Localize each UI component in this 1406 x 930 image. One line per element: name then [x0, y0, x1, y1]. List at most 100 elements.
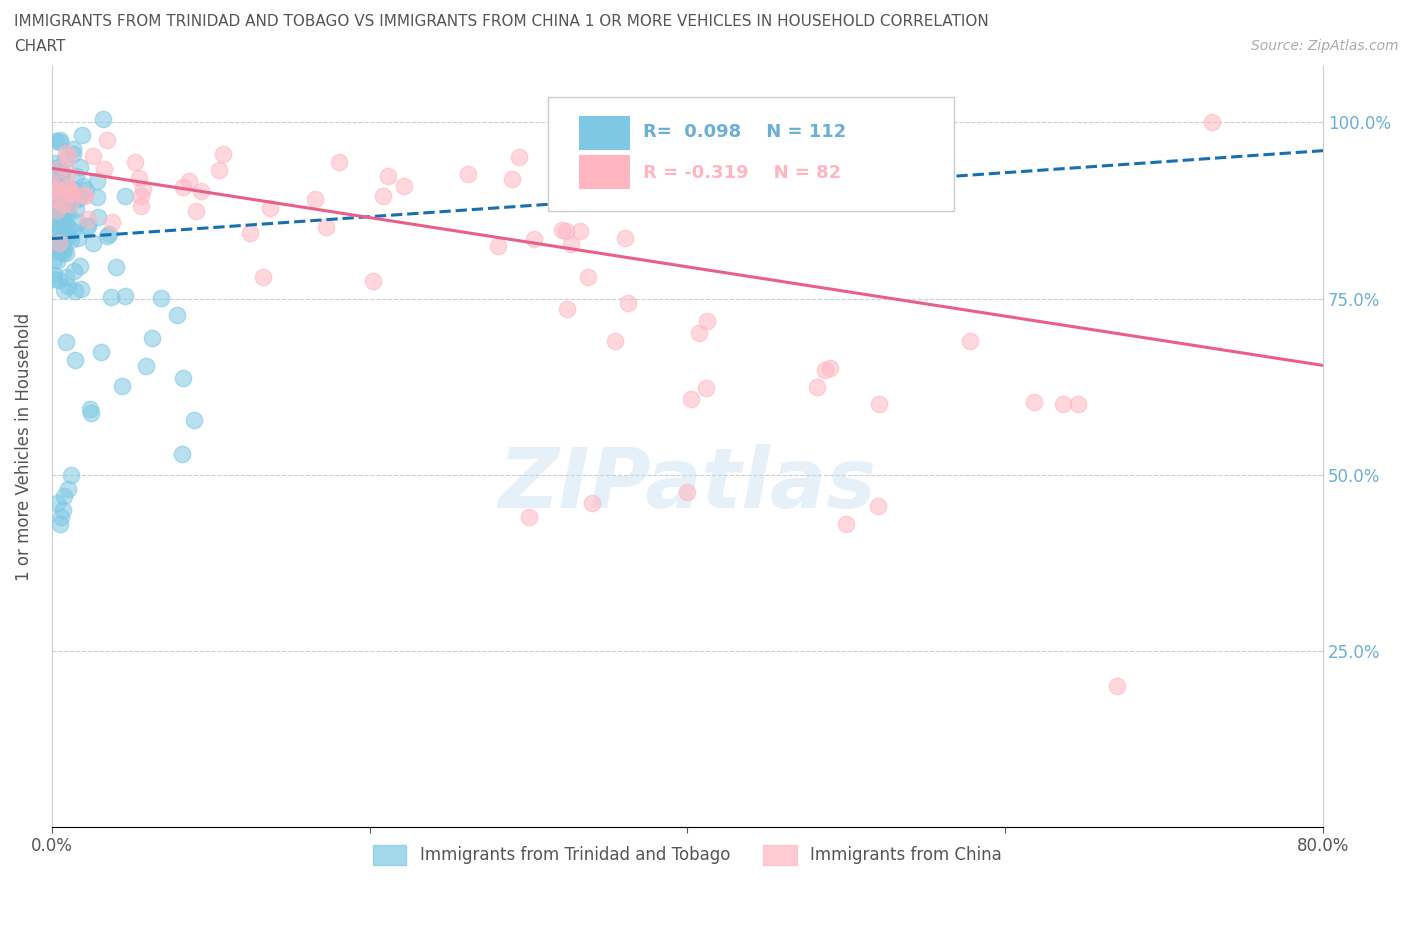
Point	[55, 203, 77, 218]
Point	[696, 313, 718, 328]
Point	[65, 284, 87, 299]
Point	[42, 198, 65, 213]
Point	[52, 187, 75, 202]
Point	[239, 225, 262, 240]
Point	[1022, 395, 1045, 410]
Point	[60, 186, 83, 201]
Point	[695, 380, 717, 395]
Point	[361, 273, 384, 288]
Point	[46, 207, 69, 222]
Point	[128, 171, 150, 186]
Point	[42, 183, 65, 198]
Point	[69, 189, 91, 204]
Point	[53, 152, 76, 166]
Point	[62, 146, 84, 161]
Point	[373, 189, 395, 204]
Point	[69, 259, 91, 273]
FancyBboxPatch shape	[547, 97, 955, 211]
Point	[97, 227, 120, 242]
Point	[551, 222, 574, 237]
Point	[65, 201, 87, 216]
Point	[517, 510, 540, 525]
Point	[52, 200, 75, 215]
Point	[86, 174, 108, 189]
Point	[49, 219, 72, 233]
Point	[72, 179, 94, 193]
Point	[613, 231, 636, 246]
Point	[806, 380, 828, 395]
Point	[132, 181, 155, 196]
Point	[53, 177, 76, 192]
Point	[48, 272, 70, 287]
Point	[100, 289, 122, 304]
Point	[52, 502, 75, 517]
Point	[55, 334, 77, 349]
Point	[581, 496, 603, 511]
Point	[96, 229, 118, 244]
Point	[52, 246, 75, 260]
Point	[114, 189, 136, 204]
Point	[82, 149, 104, 164]
Point	[166, 308, 188, 323]
Point	[149, 291, 172, 306]
Point	[79, 402, 101, 417]
Point	[58, 196, 80, 211]
Point	[501, 171, 523, 186]
Point	[45, 186, 67, 201]
Point	[49, 183, 72, 198]
Point	[52, 209, 75, 224]
Point	[1052, 397, 1074, 412]
Point	[814, 363, 837, 378]
Point	[48, 235, 70, 250]
Point	[184, 204, 207, 219]
Point	[66, 192, 89, 206]
Point	[52, 197, 75, 212]
Text: CHART: CHART	[14, 39, 66, 54]
Point	[77, 211, 100, 226]
Point	[304, 191, 326, 206]
Point	[104, 259, 127, 274]
Point	[56, 150, 79, 165]
Point	[51, 229, 73, 244]
Point	[42, 236, 65, 251]
Point	[58, 221, 80, 236]
Point	[53, 194, 76, 209]
Point	[48, 516, 70, 531]
Point	[58, 229, 80, 244]
Point	[62, 142, 84, 157]
Point	[603, 333, 626, 348]
Point	[93, 162, 115, 177]
Point	[212, 147, 235, 162]
Point	[170, 446, 193, 461]
Point	[508, 149, 530, 164]
Point	[131, 199, 153, 214]
Point	[91, 111, 114, 126]
Point	[60, 223, 83, 238]
Point	[129, 189, 152, 204]
Point	[42, 215, 65, 230]
Point	[58, 279, 80, 294]
Point	[56, 179, 79, 194]
Point	[569, 223, 592, 238]
Point	[52, 283, 75, 298]
Point	[56, 181, 79, 196]
Point	[616, 296, 638, 311]
Point	[80, 406, 103, 421]
Point	[141, 331, 163, 346]
Point	[51, 194, 73, 209]
Point	[56, 481, 79, 496]
Point	[69, 282, 91, 297]
Point	[86, 190, 108, 205]
Text: ZIPatlas: ZIPatlas	[499, 444, 876, 525]
Point	[65, 169, 87, 184]
Text: Source: ZipAtlas.com: Source: ZipAtlas.com	[1251, 39, 1399, 53]
Point	[44, 268, 66, 283]
Point	[53, 215, 76, 230]
Point	[1201, 115, 1223, 130]
Point	[76, 219, 98, 233]
Point	[42, 170, 65, 185]
Point	[44, 272, 66, 286]
Point	[42, 232, 65, 246]
Point	[59, 185, 82, 200]
Point	[560, 236, 582, 251]
